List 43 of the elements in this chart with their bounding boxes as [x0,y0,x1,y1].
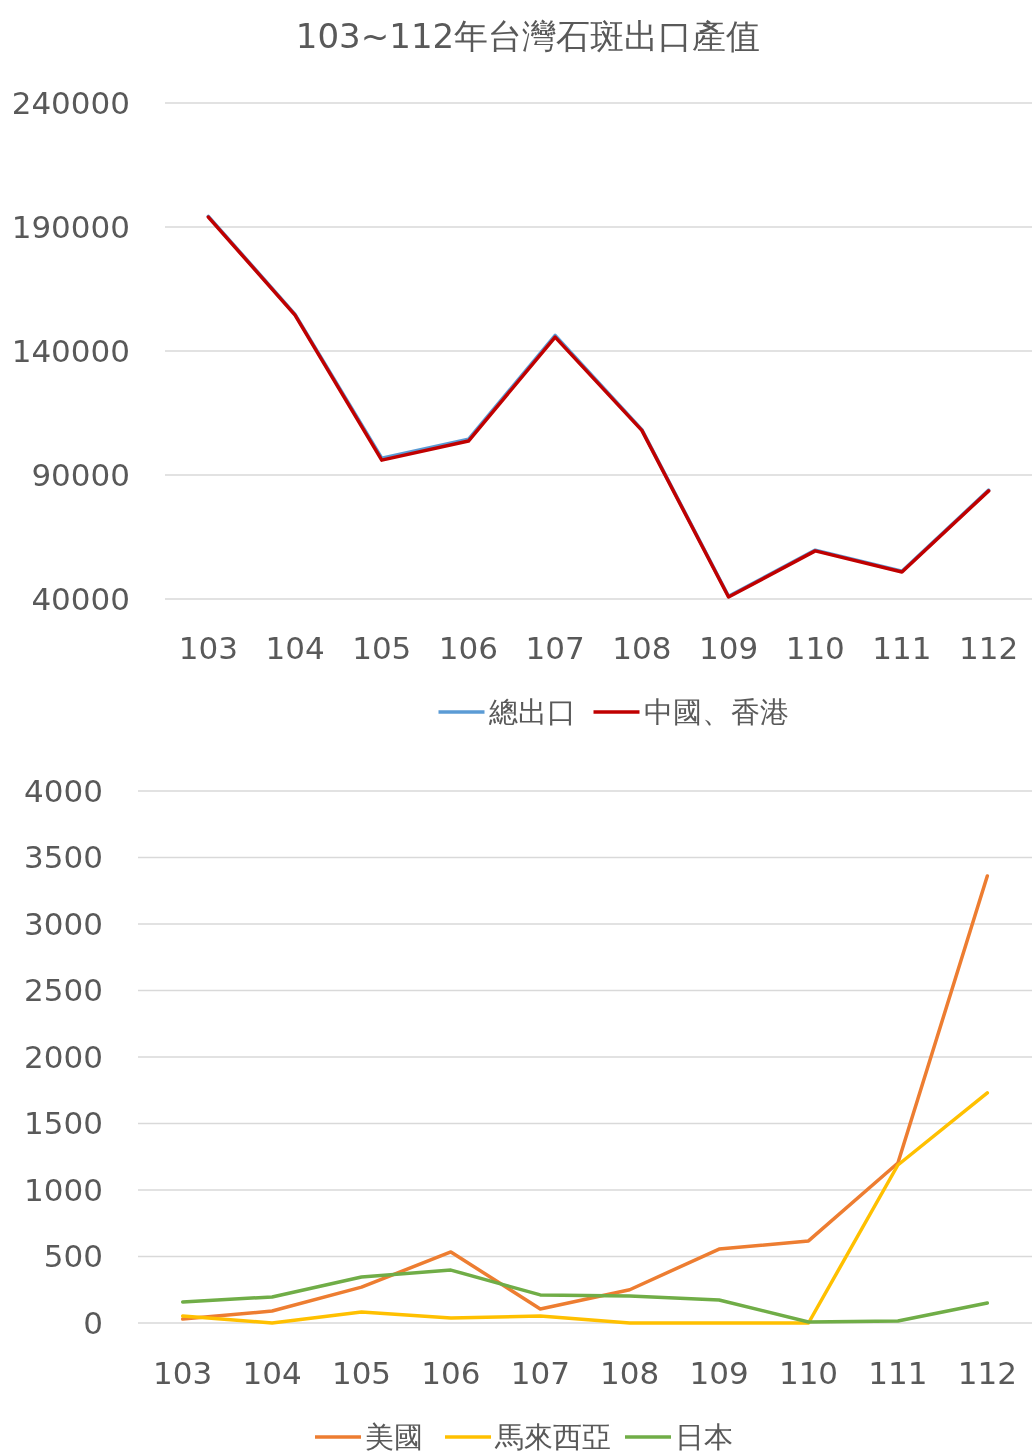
x-tick-label: 105 [352,629,412,666]
y-tick-label: 3500 [24,839,103,876]
y-tick-label: 1000 [24,1171,103,1208]
x-tick-label: 108 [612,629,672,666]
x-tick-label: 108 [600,1354,660,1391]
x-tick-label: 107 [510,1354,570,1391]
x-tick-label: 106 [421,1354,481,1391]
legend-label: 總出口 [487,695,576,730]
y-tick-label: 500 [43,1238,103,1275]
legend-label: 馬來西亞 [494,1420,611,1452]
x-tick-label: 111 [868,1354,928,1391]
y-tick-label: 4000 [24,772,103,809]
x-tick-label: 104 [265,629,325,666]
x-tick-label: 110 [785,629,845,666]
y-tick-label: 90000 [31,456,130,493]
x-tick-label: 107 [525,629,585,666]
x-tick-label: 105 [331,1354,392,1391]
y-tick-label: 2500 [24,972,103,1009]
y-tick-label: 3000 [24,905,103,942]
x-tick-label: 109 [689,1354,749,1391]
x-tick-label: 103 [178,629,238,666]
x-tick-label: 112 [959,629,1019,666]
y-tick-label: 0 [83,1304,103,1341]
legend-label: 美國 [365,1420,423,1452]
x-tick-label: 106 [438,629,499,666]
y-tick-label: 40000 [31,580,130,617]
x-tick-label: 109 [698,629,759,666]
x-tick-label: 110 [778,1354,839,1391]
chart-title: 103~112年台灣石斑出口產值 [295,16,761,56]
x-tick-label: 103 [153,1354,213,1391]
x-tick-label: 112 [957,1354,1017,1391]
line-series [180,1268,990,1324]
line-series [180,1091,990,1325]
line-series [180,874,990,1321]
y-tick-label: 1500 [24,1105,103,1142]
x-tick-label: 111 [872,629,932,666]
y-tick-label: 190000 [11,208,130,245]
y-tick-label: 2000 [24,1038,103,1075]
y-tick-label: 140000 [11,332,130,369]
legend-label: 日本 [675,1420,733,1452]
y-tick-label: 240000 [11,84,130,121]
legend-label: 中國、香港 [643,695,789,730]
x-tick-label: 104 [242,1354,302,1391]
